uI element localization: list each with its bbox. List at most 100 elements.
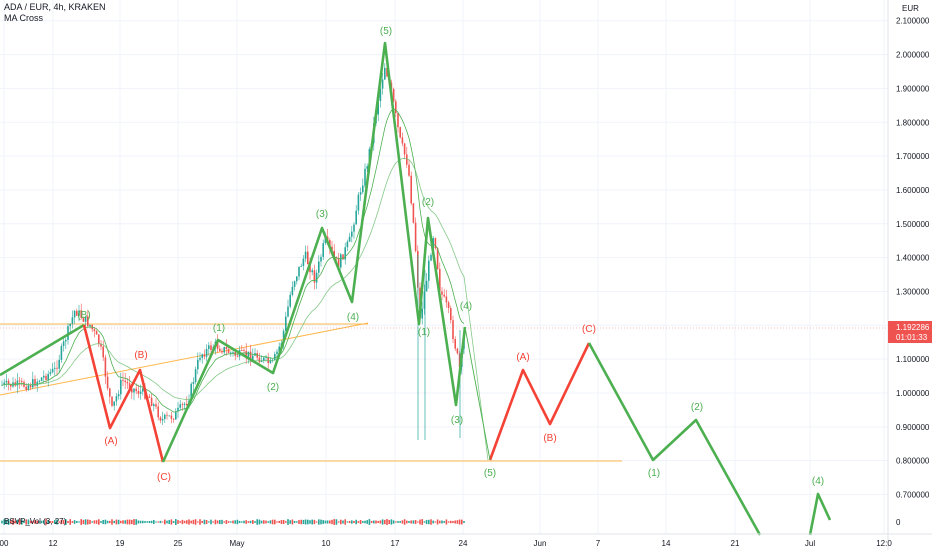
candle-body (289, 294, 291, 307)
volume-bar (441, 520, 443, 524)
candle-body (93, 329, 96, 332)
volume-bar (458, 519, 461, 525)
volume-bar (54, 520, 56, 524)
candle-body (282, 330, 285, 344)
time-tick-label: May (229, 539, 244, 548)
candle-body (337, 258, 340, 268)
volume-bar (238, 520, 241, 524)
volume-bar (419, 519, 421, 525)
volume-bar (399, 521, 401, 523)
volume-bar (177, 520, 179, 524)
candle-body (421, 308, 423, 319)
volume-bar (355, 519, 357, 525)
price-tick-label: 1.400000 (896, 254, 930, 263)
volume-bar (357, 521, 360, 523)
wave-label: (B) (543, 433, 556, 444)
candle-body (412, 203, 415, 223)
volume-bar (351, 520, 353, 524)
volume-bar (120, 520, 122, 524)
price-axis-bg (888, 0, 932, 550)
wave-label: (C) (157, 472, 171, 483)
volume-bar (175, 519, 177, 525)
candle-body (82, 317, 85, 322)
volume-bar (122, 520, 124, 524)
candle-body (5, 380, 8, 383)
candle-body (322, 243, 324, 257)
last-price-value: 1.192286 (896, 323, 930, 332)
volume-bar (428, 519, 430, 525)
wave-label: (2) (267, 382, 279, 393)
volume-bar (289, 520, 291, 524)
volume-bar (390, 519, 393, 525)
candle-body (76, 310, 78, 316)
volume-bar (139, 520, 142, 524)
wave-labels: (B) (A) (B) (C) (1) (2) (3) (4) (5) (2) (1) (4) (3) (… (77, 26, 824, 487)
candle-body (386, 67, 388, 77)
price-tick-label: 1.300000 (896, 287, 930, 296)
volume-bar (425, 519, 428, 525)
volume-bar (298, 520, 300, 524)
volume-bar (65, 519, 67, 525)
time-axis[interactable]: 00 12 19 25 May 10 17 24 Jun 7 14 21 Jul 12:0 (0, 539, 892, 548)
candle-body (190, 383, 192, 401)
candle-body (45, 375, 47, 380)
volume-bar (384, 519, 386, 525)
volume-bar (146, 521, 148, 523)
volume-bar (223, 521, 225, 523)
volume-bar (348, 520, 351, 524)
candle-body (54, 367, 56, 369)
candle-body (221, 351, 223, 353)
volume-bar (375, 520, 377, 524)
candle-body (100, 343, 102, 347)
volume-bar (234, 520, 236, 524)
candle-body (452, 320, 454, 340)
price-tick-label: 1.000000 (896, 389, 930, 398)
candle-body (172, 418, 175, 420)
candle-body (192, 381, 195, 384)
volume-bar (302, 519, 305, 525)
candle-body (331, 246, 333, 251)
candle-body (315, 272, 318, 283)
volume-bar (452, 521, 454, 523)
volume-bar (381, 519, 384, 525)
wave-path (161, 41, 467, 463)
price-tick-label: 2.100000 (896, 17, 930, 26)
trend-line[interactable] (0, 322, 369, 396)
volume-bar (353, 520, 355, 524)
candle-body (267, 357, 269, 364)
volume-bar (47, 520, 49, 524)
candle-body (21, 381, 23, 383)
volume-bar (313, 519, 316, 525)
volume-bar (109, 520, 111, 524)
volume-bar (43, 520, 45, 524)
volume-bar (278, 520, 280, 524)
volume-bar (219, 519, 221, 525)
time-tick-label: 00 (0, 539, 9, 548)
volume-bar (135, 519, 137, 525)
wave-path (82, 324, 165, 463)
candle-body (364, 168, 366, 186)
candle-body (414, 222, 417, 251)
candle-body (441, 291, 443, 295)
ma-slow-line (1, 157, 489, 461)
volume-bar (16, 519, 19, 525)
volume-bar (51, 521, 54, 523)
candle-body (43, 375, 45, 378)
volume-bar (362, 521, 364, 523)
time-tick-label: 19 (116, 539, 125, 548)
volume-bar (93, 520, 96, 524)
candle-body (313, 270, 316, 283)
time-tick-label: 17 (391, 539, 400, 548)
candle-body (109, 388, 111, 397)
last-price-countdown: 01:01:33 (896, 333, 928, 342)
volume-bar (324, 520, 327, 524)
candle-body (230, 352, 232, 354)
candle-body (203, 354, 206, 357)
candle-body (210, 345, 212, 351)
volume-bar (170, 519, 173, 525)
price-axis[interactable]: 2.100000 2.000000 1.900000 1.800000 1.700000… (896, 17, 930, 500)
volume-bar (98, 519, 100, 525)
volume-bar (443, 521, 445, 523)
volume-bar (32, 521, 34, 523)
